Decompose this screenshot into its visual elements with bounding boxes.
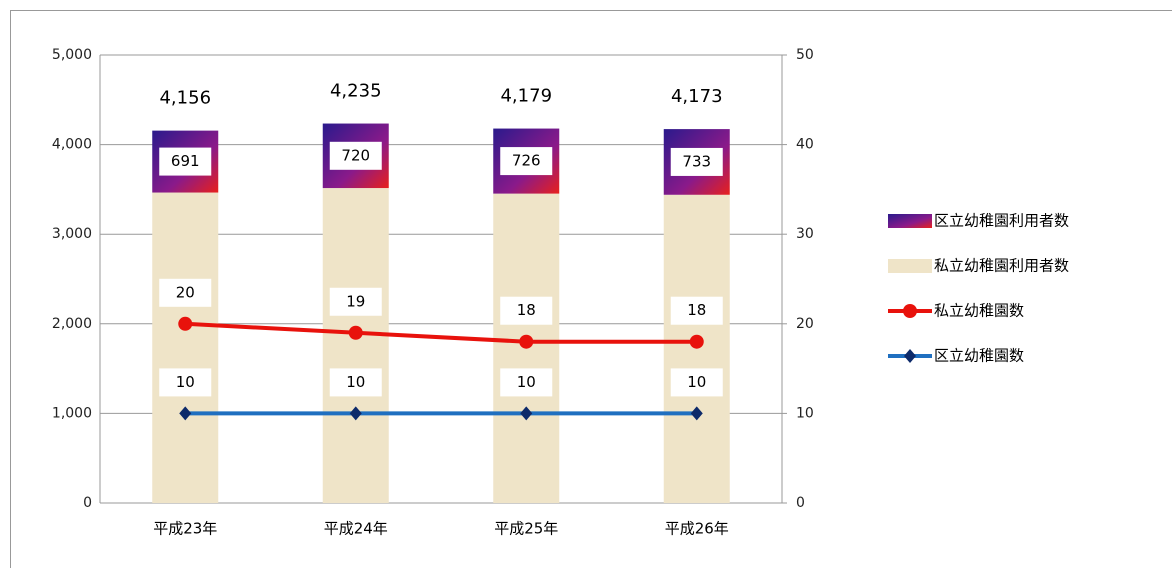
marker [520,406,533,421]
marker [689,334,704,349]
legend-label: 私立幼稚園数 [934,302,1024,320]
y2-tick-label: 30 [796,226,814,242]
label-box [670,368,723,397]
y-tick-label: 1,000 [52,405,92,421]
label-box [500,147,553,176]
label-box [329,287,382,316]
y2-tick-label: 20 [796,316,814,332]
y-tick-label: 2,000 [52,316,92,332]
total-label: 4,235 [330,81,382,102]
marker [348,325,363,340]
legend-swatch [888,259,932,273]
total-label: 4,179 [500,86,552,107]
legend-marker [904,349,916,363]
legend-label: 区立幼稚園利用者数 [934,212,1069,230]
label-box [159,368,212,397]
bar-segment [322,188,389,503]
y2-tick-label: 40 [796,137,814,153]
frame [10,10,1172,568]
y2-tick-label: 10 [796,405,814,421]
data-label: 726 [512,152,541,170]
x-tick-label: 平成26年 [665,520,729,538]
bar-segment [152,192,219,503]
data-label: 733 [682,152,711,170]
label-box [329,368,382,397]
legend-swatch [888,214,932,228]
label-box [159,278,212,307]
x-tick-label: 平成25年 [494,520,558,538]
data-label: 720 [341,146,370,164]
marker [178,316,193,331]
label-box [329,141,382,170]
data-label: 19 [346,292,365,310]
data-label: 18 [687,301,706,319]
data-label: 10 [687,373,706,391]
label-box [500,296,553,325]
data-label: 10 [517,373,536,391]
data-label: 10 [346,373,365,391]
bar-segment [663,194,730,503]
marker [179,406,192,421]
label-box [500,368,553,397]
data-label: 18 [517,301,536,319]
data-label: 10 [176,373,195,391]
y2-tick-label: 50 [796,47,814,63]
line [185,321,697,344]
total-label: 4,156 [159,88,211,109]
marker [690,406,703,421]
x-tick-label: 平成23年 [153,520,217,538]
marker [349,406,362,421]
label-box [670,147,723,176]
y-tick-label: 4,000 [52,137,92,153]
label-box [670,296,723,325]
y2-tick-label: 0 [796,495,805,511]
y-tick-label: 0 [83,495,92,511]
label-box [159,147,212,176]
y-tick-label: 3,000 [52,226,92,242]
marker [519,334,534,349]
x-tick-label: 平成24年 [324,520,388,538]
legend-label: 私立幼稚園利用者数 [934,257,1069,275]
data-label: 691 [171,152,200,170]
legend-label: 区立幼稚園数 [934,347,1024,365]
total-label: 4,173 [671,86,723,107]
legend-marker [903,304,917,318]
data-label: 20 [176,283,195,301]
y-tick-label: 5,000 [52,47,92,63]
